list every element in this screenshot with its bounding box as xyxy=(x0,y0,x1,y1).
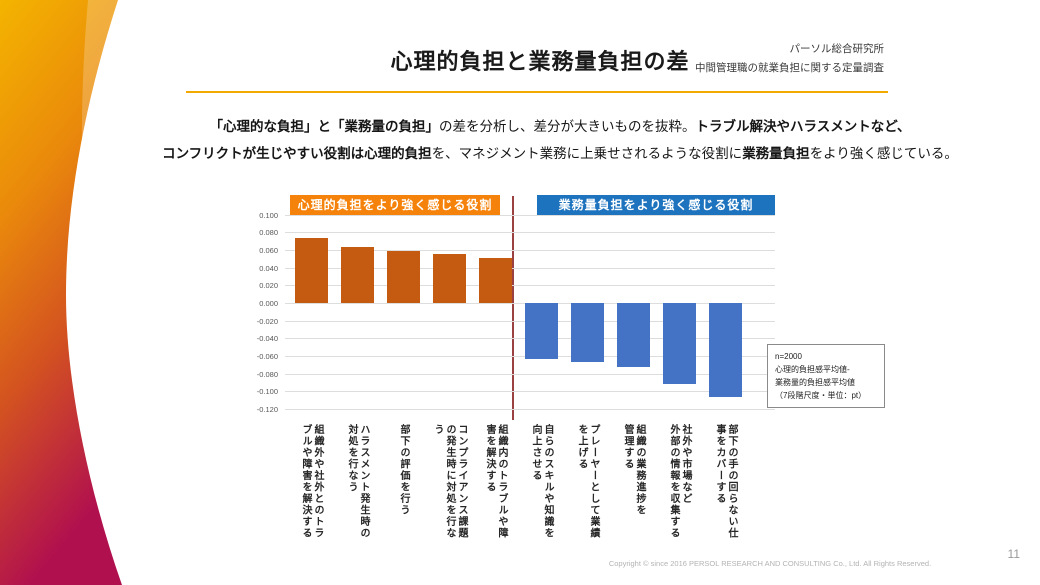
left-ribbon-decoration xyxy=(0,0,122,585)
y-axis-tick-label: 0.080 xyxy=(259,228,278,238)
x-axis-label-column: 自らのスキルや知識を xyxy=(542,424,553,539)
gridline xyxy=(285,267,775,269)
lead-text-segment: トラブル解決やハラスメントなど、 xyxy=(695,119,911,134)
y-axis-tick-label: 0.100 xyxy=(259,210,278,220)
y-axis-tick-label: -0.060 xyxy=(256,351,278,361)
x-axis-label-column: 部下の評価を行う xyxy=(398,424,409,516)
bar-psychological-burden xyxy=(386,250,420,303)
y-axis-tick-label: -0.120 xyxy=(256,404,278,414)
lead-text-segment: コンフリクトが生じやすい役割は心理的負担 xyxy=(162,146,432,161)
lead-text-segment: 業務量負担 xyxy=(742,146,810,161)
lead-text-segment: の差を分析し、差分が大きいものを抜粋。 xyxy=(438,119,696,134)
bar-workload-burden xyxy=(570,303,604,363)
y-axis-tick-label: 0.040 xyxy=(259,263,278,273)
bar-workload-burden xyxy=(524,303,558,359)
source-organization: パーソル総合研究所 xyxy=(789,43,885,55)
x-axis-label: 部下の評価を行う xyxy=(397,424,409,516)
bar-workload-burden xyxy=(708,303,742,398)
bar-psychological-burden xyxy=(340,247,374,303)
y-axis-tick-label: 0.000 xyxy=(259,299,278,308)
x-axis-label-column: 組織内のトラブルや障 xyxy=(496,424,507,539)
lead-line-2: コンフリクトが生じやすい役割は心理的負担を、マネジメント業務に上乗せされるような… xyxy=(80,140,1040,167)
gridline xyxy=(285,408,775,410)
x-axis-label: 部下の手の回らない仕 事をカバーする xyxy=(713,424,737,539)
bar-psychological-burden xyxy=(294,237,328,303)
lead-text-segment: 「心理的な負担」と「業務量の負担」 xyxy=(209,119,439,134)
gridline xyxy=(285,214,775,216)
group-separator-line xyxy=(512,196,514,420)
legend-psychological-burden: 心理的負担をより強く感じる役割 xyxy=(290,195,500,215)
copyright-text: Copyright © since 2016 PERSOL RESEARCH A… xyxy=(608,559,932,568)
source-survey-name: 中間管理職の就業負担に関する定量調査 xyxy=(695,62,884,74)
x-axis-label: 社外や市場など 外部の情報を収集する xyxy=(667,424,691,539)
x-axis-label-column: 組織の業務進捗を xyxy=(634,424,645,516)
x-axis-label-column: コンプライアンス課題 xyxy=(456,424,467,539)
y-axis-tick-label: 0.060 xyxy=(259,246,278,256)
note-sample-size: n=2000 xyxy=(775,352,802,361)
lead-text-segment: をより強く感じている。 xyxy=(809,146,958,161)
legend-workload-burden: 業務量負担をより強く感じる役割 xyxy=(537,195,775,215)
bar-workload-burden xyxy=(616,303,650,367)
x-axis-label-column: 向上させる xyxy=(530,424,541,482)
bar-workload-burden xyxy=(662,303,696,385)
bar-psychological-burden xyxy=(432,254,466,303)
x-axis-label-column: プレーヤーとして業績 xyxy=(588,424,599,539)
y-axis-tick-label: -0.020 xyxy=(256,316,278,326)
x-axis-label-column: 管理する xyxy=(622,424,633,470)
y-axis-tick-label: -0.100 xyxy=(256,387,278,397)
bar-chart: 心理的負担をより強く感じる役割 業務量負担をより強く感じる役割 0.100 0.0… xyxy=(250,192,890,572)
lead-text-segment: を、マネジメント業務に上乗せされるような役割に xyxy=(431,146,743,161)
x-axis-label-column: う xyxy=(432,424,443,436)
gridline xyxy=(285,373,775,375)
page-number: 11 xyxy=(1007,547,1020,561)
x-axis-label: 組織の業務進捗を 管理する xyxy=(621,424,645,516)
y-axis-tick-label: -0.040 xyxy=(256,334,278,344)
gridline xyxy=(285,285,775,287)
x-axis-label-column: 害を解決する xyxy=(484,424,495,493)
x-axis-label: プレーヤーとして業績 を上げる xyxy=(575,424,599,539)
title-divider-line xyxy=(186,91,888,93)
x-axis-label-column: を上げる xyxy=(576,424,587,470)
note-metric-line2: 業務量的負担感平均値 xyxy=(775,378,855,387)
y-axis-tick-label: -0.080 xyxy=(256,369,278,379)
lead-line-1: 「心理的な負担」と「業務量の負担」の差を分析し、差分が大きいものを抜粋。トラブル… xyxy=(80,113,1040,140)
x-axis-label: ハラスメント発生時の 対処を行なう xyxy=(345,424,369,539)
gridline xyxy=(285,250,775,252)
x-axis-label-column: 組織外や社外とのトラ xyxy=(312,424,323,539)
x-axis-label-column: ハラスメント発生時の xyxy=(358,424,369,539)
gridline xyxy=(285,232,775,234)
x-axis-label-column: の発生時に対処を行な xyxy=(444,424,455,539)
source-attribution: パーソル総合研究所 中間管理職の就業負担に関する定量調査 xyxy=(695,40,884,78)
x-axis-label-column: 部下の手の回らない仕 xyxy=(726,424,737,539)
x-axis-label-column: 社外や市場など xyxy=(680,424,691,505)
x-axis-label: 組織外や社外とのトラ ブルや障害を解決する xyxy=(299,424,323,539)
lead-paragraph: 「心理的な負担」と「業務量の負担」の差を分析し、差分が大きいものを抜粋。トラブル… xyxy=(80,113,1040,167)
x-axis-label-column: ブルや障害を解決する xyxy=(300,424,311,539)
x-axis-label: 自らのスキルや知識を 向上させる xyxy=(529,424,553,539)
note-box: n=2000 心理的負担感平均値- 業務量的負担感平均値 （7段階尺度・単位：p… xyxy=(767,344,885,408)
x-axis-label-column: 対処を行なう xyxy=(346,424,357,493)
y-axis-tick-label: 0.020 xyxy=(259,281,278,291)
bar-psychological-burden xyxy=(478,258,512,303)
x-axis-label: コンプライアンス課題 の発生時に対処を行なう xyxy=(431,424,467,539)
gridline xyxy=(285,391,775,393)
x-axis-label: 組織内のトラブルや障 害を解決する xyxy=(483,424,507,539)
note-metric-line1: 心理的負担感平均値- xyxy=(775,365,850,374)
x-axis-label-column: 外部の情報を収集する xyxy=(668,424,679,539)
note-scale-unit: （7段階尺度・単位：pt） xyxy=(775,391,867,400)
x-axis-label-column: 事をカバーする xyxy=(714,424,725,505)
page-title: 心理的負担と業務量負担の差 xyxy=(390,49,690,74)
